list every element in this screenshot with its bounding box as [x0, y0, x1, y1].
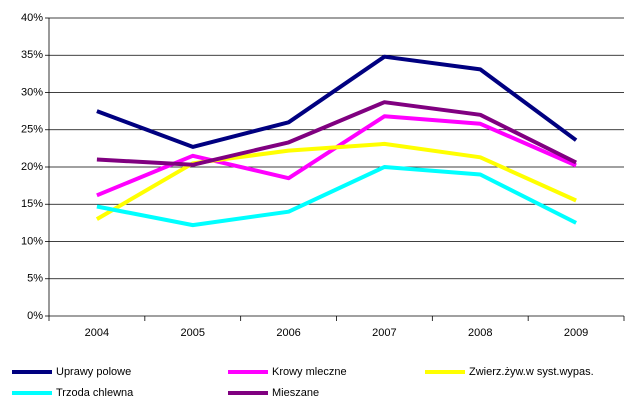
- legend-label: Zwierz.żyw.w syst.wypas.: [469, 366, 594, 378]
- y-tick-label: 5%: [27, 273, 43, 285]
- y-tick-label: 40%: [21, 12, 43, 24]
- x-tick-label: 2006: [276, 327, 300, 339]
- legend-label: Trzoda chlewna: [56, 387, 134, 399]
- y-tick-label: 30%: [21, 86, 43, 98]
- y-tick-label: 20%: [21, 161, 43, 173]
- series-line: [96, 100, 577, 167]
- y-tick-label: 15%: [21, 198, 43, 210]
- x-tick-label: 2005: [181, 327, 205, 339]
- x-tick-label: 2004: [85, 327, 109, 339]
- series-line: [95, 141, 577, 221]
- y-tick-label: 25%: [21, 124, 43, 136]
- series-line: [96, 54, 578, 149]
- legend-label: Uprawy polowe: [56, 366, 131, 378]
- x-tick-label: 2009: [564, 327, 588, 339]
- y-tick-label: 0%: [27, 310, 43, 322]
- legend-label: Mieszane: [272, 387, 319, 399]
- y-tick-label: 10%: [21, 235, 43, 247]
- y-tick-label: 35%: [21, 49, 43, 61]
- x-tick-label: 2007: [372, 327, 396, 339]
- x-tick-label: 2008: [468, 327, 492, 339]
- series-line: [96, 165, 578, 228]
- legend-label: Krowy mleczne: [272, 366, 347, 378]
